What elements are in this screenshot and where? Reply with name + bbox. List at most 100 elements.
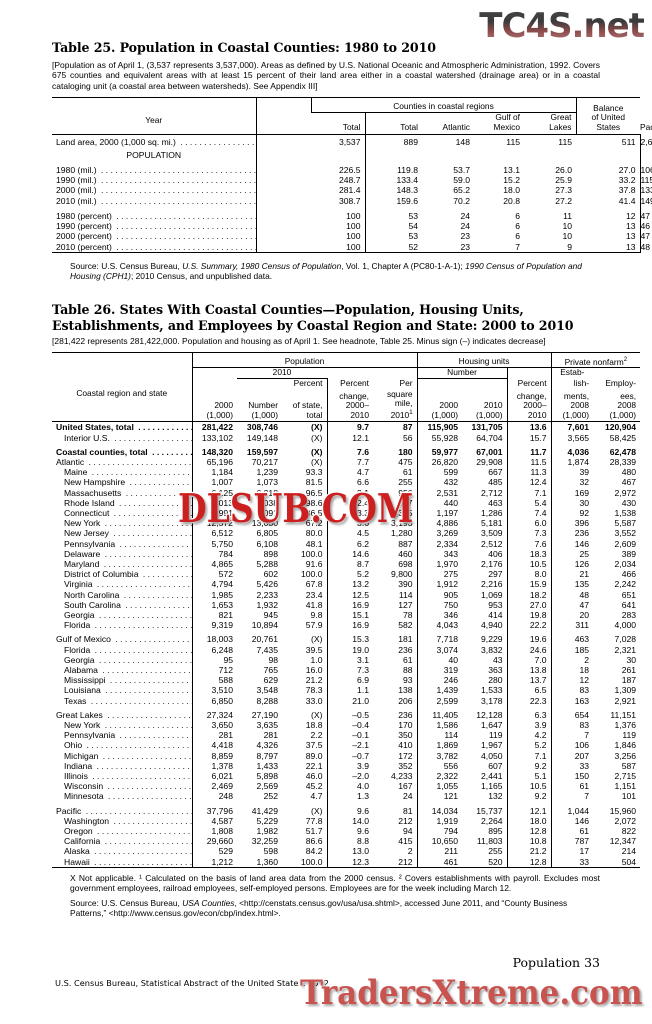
row-cell: 67.2	[305, 518, 323, 529]
row-cell: 415	[398, 836, 413, 847]
row-cell: 27.2	[555, 195, 572, 206]
footer-citation: U.S. Census Bureau, Statistical Abstract…	[55, 978, 329, 988]
row-cell: 41,429	[251, 805, 278, 816]
row-cell: 467	[621, 477, 637, 488]
row-cell: 953	[488, 599, 503, 610]
row-cell: 13,030	[251, 518, 278, 529]
row-cell: 1,982	[256, 826, 278, 837]
t26-header-empl-1: Employ-	[605, 378, 637, 389]
row-cell: 119	[622, 730, 637, 741]
table-25-headnote: [Population as of April 1, (3,537 repres…	[52, 59, 600, 91]
row-cell: 2,264	[481, 815, 503, 826]
row-cell: 146	[550, 815, 594, 827]
row-cell: 248.7	[338, 175, 361, 186]
row-label: United States, total	[52, 422, 192, 433]
row-label: Virginia	[52, 579, 192, 590]
row-cell: 945	[263, 610, 278, 621]
row-cell: 106	[550, 740, 594, 751]
row-cell: (X)	[311, 456, 323, 467]
row-cell: 2,609	[614, 538, 637, 549]
table-row: Virginia4,7945,42667.813.23901,9122,2161…	[52, 579, 640, 590]
row-cell: 712	[191, 665, 237, 676]
row-cell: 587	[621, 760, 637, 771]
row-cell: 463	[488, 497, 503, 508]
row-cell: 1,912	[416, 579, 463, 590]
row-cell: 529	[191, 846, 237, 857]
row-cell: 148.3	[364, 185, 422, 196]
row-cell: 1,869	[416, 740, 463, 751]
row-cell: 126	[550, 559, 594, 570]
row-cell: 187	[621, 675, 637, 686]
row-cell: 20,761	[251, 634, 278, 645]
row-cell: 1,073	[256, 477, 278, 488]
row-cell: 3.1	[326, 654, 373, 666]
row-cell: 12.1	[506, 805, 552, 816]
row-cell: 132	[488, 791, 503, 802]
row-label: 1990 (percent)	[52, 221, 256, 232]
row-cell: 13.6	[506, 421, 552, 433]
row-cell: 6.5	[506, 685, 552, 696]
table-row: 1980 (mil.)226.5119.853.713.126.027.0106…	[52, 165, 652, 176]
row-cell: 3,782	[416, 750, 463, 761]
row-cell: 20.8	[503, 195, 520, 206]
t26-header-2010: 2010	[237, 367, 327, 380]
row-cell: 21.0	[326, 695, 373, 706]
row-cell: 101	[621, 791, 637, 802]
row-cell: 2,569	[256, 781, 278, 792]
row-cell: 172	[398, 750, 413, 761]
row-label: District of Columbia	[52, 569, 192, 580]
table-row: Interior U.S.133,102 149,148 (X)12.1 5655,9…	[52, 432, 640, 443]
row-cell: 3,256	[614, 750, 637, 761]
row-cell: 1,985	[191, 589, 237, 600]
row-cell: 98.6	[305, 497, 323, 508]
row-cell: 3,178	[481, 695, 503, 706]
row-cell: 9,319	[191, 620, 237, 631]
row-cell: 895	[488, 826, 503, 837]
row-cell: 100	[346, 210, 361, 221]
row-cell: 78	[402, 610, 413, 621]
row-label: Washington	[52, 815, 192, 826]
row-label: Louisiana	[52, 685, 192, 696]
t26-header-persq-1: Per	[399, 378, 413, 389]
row-cell: 784	[191, 548, 237, 559]
row-cell: 343	[416, 548, 463, 559]
row-cell: 396	[550, 518, 594, 529]
table-25-block: Table 25. Population in Coastal Counties…	[52, 40, 652, 282]
row-cell: 22.3	[506, 695, 552, 706]
row-cell: 6.6	[326, 477, 373, 488]
row-label: Oregon	[52, 826, 192, 837]
row-label: Interior U.S.	[52, 432, 192, 443]
row-cell: 822	[621, 826, 637, 837]
row-cell: 1.3	[326, 791, 373, 802]
row-cell: 275	[416, 569, 463, 580]
row-cell: 4,794	[191, 579, 237, 590]
t26-header-pct-1: Percent	[293, 378, 323, 389]
row-cell: 2,233	[256, 589, 278, 600]
row-cell: 33	[550, 856, 594, 868]
row-cell: 3,537	[338, 136, 361, 147]
row-cell: 70.2	[453, 195, 470, 206]
row-cell: 7.3	[506, 528, 552, 539]
row-cell: 9.2	[506, 791, 552, 802]
row-cell: 8.0	[506, 569, 552, 580]
row-cell: 185	[550, 644, 594, 655]
row-cell: 43	[492, 654, 503, 665]
row-cell: 7,435	[256, 644, 278, 655]
t26-header-number: Number	[416, 367, 508, 380]
row-cell: 13	[625, 221, 636, 232]
row-cell: 16.9	[326, 599, 373, 611]
row-cell: 159,597	[246, 446, 278, 457]
t26-header-h2010: 2010 (1,000)	[476, 400, 503, 420]
row-cell: 283	[621, 610, 637, 621]
row-cell: 10	[562, 221, 572, 232]
row-cell: 21.2	[305, 675, 323, 686]
row-cell: 100	[346, 221, 361, 232]
row-label: Maine	[52, 467, 192, 478]
row-cell: (X)	[311, 422, 323, 433]
row-cell: (X)	[311, 634, 323, 645]
